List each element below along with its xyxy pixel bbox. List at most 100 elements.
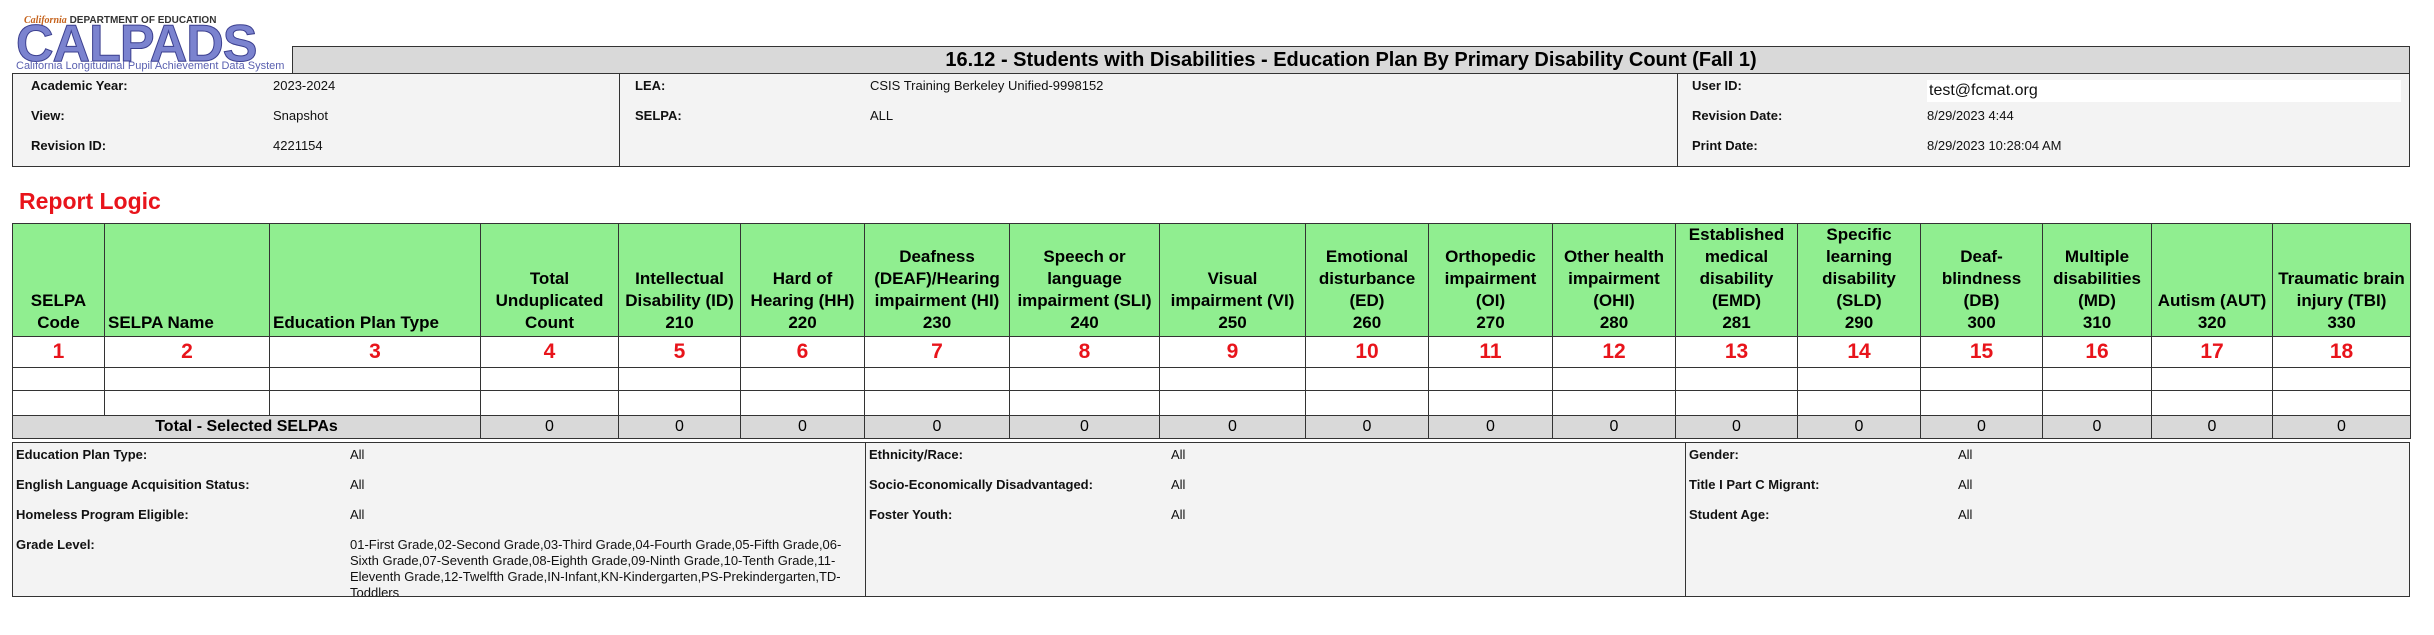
column-code: 270 bbox=[1476, 313, 1505, 332]
info-label: Print Date: bbox=[1692, 138, 1758, 153]
empty-cell bbox=[1920, 367, 2043, 391]
total-row: Total - Selected SELPAs 0 0 0 0 0 0 0 0 0 0 0 0 0 0 0 bbox=[12, 415, 2411, 439]
column-number: 8 bbox=[1009, 336, 1160, 368]
filter-label: Education Plan Type: bbox=[16, 447, 148, 462]
column-label: Speech or language impairment (SLI) bbox=[1017, 247, 1152, 310]
info-label: View: bbox=[31, 108, 65, 123]
empty-cell bbox=[1428, 390, 1553, 416]
total-value: 0 bbox=[1797, 415, 1921, 439]
column-label: Hard of Hearing (HH) bbox=[750, 269, 855, 310]
empty-cell bbox=[618, 390, 741, 416]
filter-label: Ethnicity/Race: bbox=[869, 447, 963, 462]
empty-cell bbox=[480, 390, 619, 416]
header-row: SELPA Code SELPA Name Education Plan Type T… bbox=[12, 223, 2411, 337]
info-label: User ID: bbox=[1692, 78, 1742, 93]
column-code: 330 bbox=[2327, 313, 2356, 332]
empty-cell bbox=[618, 367, 741, 391]
column-header: Orthopedic impairment (OI) 270 bbox=[1428, 223, 1553, 337]
empty-cell bbox=[1428, 367, 1553, 391]
column-code: 310 bbox=[2082, 313, 2112, 332]
filter-label: Gender: bbox=[1689, 447, 1739, 462]
column-number: 16 bbox=[2042, 336, 2152, 368]
empty-cell bbox=[1675, 390, 1798, 416]
column-header: SELPA Code bbox=[12, 223, 105, 337]
total-value: 0 bbox=[480, 415, 619, 439]
column-header: Education Plan Type bbox=[269, 223, 481, 337]
empty-cell bbox=[1552, 390, 1676, 416]
empty-cell bbox=[1552, 367, 1676, 391]
filter-label: Title I Part C Migrant: bbox=[1689, 477, 1820, 492]
empty-cell bbox=[2272, 390, 2411, 416]
column-header: Deaf-blindness (DB) 300 bbox=[1920, 223, 2043, 337]
column-number: 5 bbox=[618, 336, 741, 368]
filter-label: English Language Acquisition Status: bbox=[16, 477, 250, 492]
column-label: SELPA Name bbox=[108, 313, 214, 332]
column-header: Established medical disability (EMD) 281 bbox=[1675, 223, 1798, 337]
empty-cell bbox=[1305, 367, 1429, 391]
empty-cell bbox=[1675, 367, 1798, 391]
info-value: 4221154 bbox=[273, 138, 323, 153]
info-label: Revision ID: bbox=[31, 138, 107, 153]
column-code: 240 bbox=[1070, 313, 1099, 332]
info-value: 8/29/2023 10:28:04 AM bbox=[1927, 138, 2062, 153]
column-number: 10 bbox=[1305, 336, 1429, 368]
info-label: Academic Year: bbox=[31, 78, 128, 93]
info-value: CSIS Training Berkeley Unified-9998152 bbox=[870, 78, 1104, 93]
column-label: Emotional disturbance (ED) bbox=[1318, 247, 1416, 310]
empty-cell bbox=[104, 367, 270, 391]
column-header: Other health impairment (OHI) 280 bbox=[1552, 223, 1676, 337]
column-label: Visual impairment (VI) bbox=[1170, 269, 1295, 310]
total-value: 0 bbox=[2151, 415, 2273, 439]
total-value: 0 bbox=[2272, 415, 2411, 439]
column-label: Specific learning disability (SLD) bbox=[1822, 225, 1896, 310]
column-label: SELPA Code bbox=[30, 291, 87, 332]
report-title: 16.12 - Students with Disabilities - Edu… bbox=[292, 46, 2410, 74]
info-label: LEA: bbox=[635, 78, 666, 93]
info-value: test@fcmat.org bbox=[1927, 80, 2401, 102]
column-header: Speech or language impairment (SLI) 240 bbox=[1009, 223, 1160, 337]
empty-cell bbox=[12, 390, 105, 416]
column-number: 11 bbox=[1428, 336, 1553, 368]
column-header: SELPA Name bbox=[104, 223, 270, 337]
column-code: 220 bbox=[788, 313, 817, 332]
total-value: 0 bbox=[618, 415, 741, 439]
filter-value: All bbox=[350, 447, 365, 462]
filter-value: All bbox=[1958, 507, 1973, 522]
total-value: 0 bbox=[1159, 415, 1306, 439]
column-number: 4 bbox=[480, 336, 619, 368]
column-label: Deafness (DEAF)/Hearing impairment (HI) bbox=[874, 247, 1000, 310]
column-label: Traumatic brain injury (TBI) bbox=[2278, 269, 2405, 310]
filter-column: Gender: All Title I Part C Migrant: All Stud… bbox=[1685, 443, 2409, 596]
filter-label: Homeless Program Eligible: bbox=[16, 507, 189, 522]
column-number: 15 bbox=[1920, 336, 2043, 368]
section-heading: Report Logic bbox=[19, 188, 161, 214]
column-label: Autism (AUT) bbox=[2157, 291, 2267, 310]
info-column: LEA: CSIS Training Berkeley Unified-99981… bbox=[619, 74, 1678, 166]
logo: California DEPARTMENT OF EDUCATION CALPA… bbox=[0, 0, 290, 74]
column-number: 14 bbox=[1797, 336, 1921, 368]
column-code: 300 bbox=[1967, 313, 1996, 332]
empty-cell bbox=[1009, 367, 1160, 391]
empty-cell bbox=[12, 367, 105, 391]
total-value: 0 bbox=[1920, 415, 2043, 439]
filter-label: Socio-Economically Disadvantaged: bbox=[869, 477, 1093, 492]
total-value: 0 bbox=[740, 415, 865, 439]
column-header: Traumatic brain injury (TBI) 330 bbox=[2272, 223, 2411, 337]
empty-cell bbox=[864, 367, 1010, 391]
info-label: SELPA: bbox=[635, 108, 682, 123]
filter-value: All bbox=[1958, 447, 1973, 462]
logo-department: DEPARTMENT OF EDUCATION bbox=[69, 15, 217, 26]
column-code: 260 bbox=[1352, 313, 1382, 332]
info-label: Revision Date: bbox=[1692, 108, 1783, 123]
empty-cell bbox=[1797, 390, 1921, 416]
empty-cell bbox=[1797, 367, 1921, 391]
empty-cell bbox=[1159, 367, 1306, 391]
column-label: Orthopedic impairment (OI) bbox=[1444, 247, 1537, 310]
total-value: 0 bbox=[864, 415, 1010, 439]
column-number: 17 bbox=[2151, 336, 2273, 368]
column-header: Visual impairment (VI) 250 bbox=[1159, 223, 1306, 337]
column-header: Deafness (DEAF)/Hearing impairment (HI) 2… bbox=[864, 223, 1010, 337]
column-number: 18 bbox=[2272, 336, 2411, 368]
column-number: 6 bbox=[740, 336, 865, 368]
column-number: 2 bbox=[104, 336, 270, 368]
